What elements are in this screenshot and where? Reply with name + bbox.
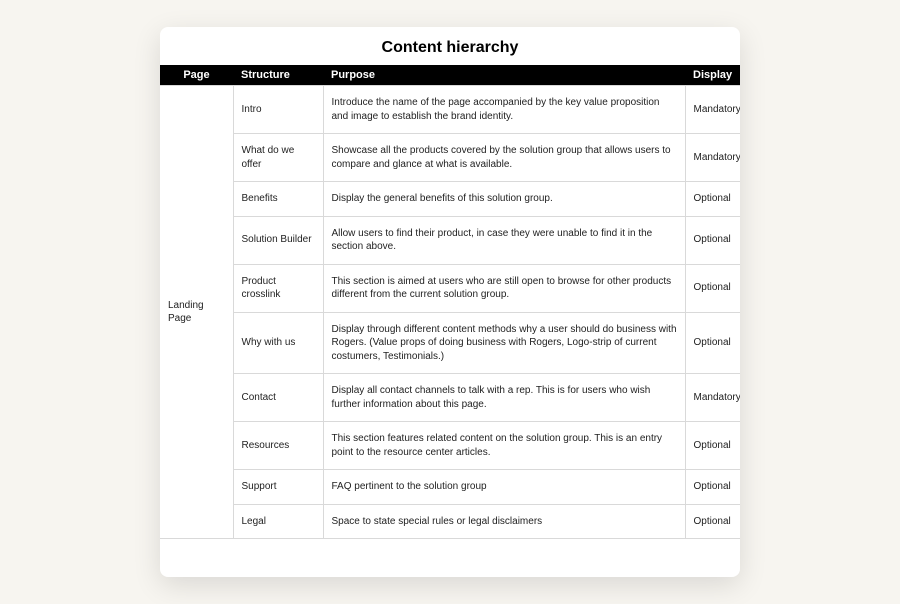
col-header-structure: Structure (233, 65, 323, 86)
table-row: Support FAQ pertinent to the solution gr… (160, 470, 740, 505)
purpose-cell: FAQ pertinent to the solution group (323, 470, 685, 505)
purpose-cell: Allow users to find their product, in ca… (323, 216, 685, 264)
page-cell: Landing Page (160, 86, 233, 539)
purpose-cell: Introduce the name of the page accompani… (323, 86, 685, 134)
display-cell: Optional (685, 422, 740, 470)
purpose-cell: Space to state special rules or legal di… (323, 504, 685, 539)
table-row: What do we offer Showcase all the produc… (160, 134, 740, 182)
table-row: Solution Builder Allow users to find the… (160, 216, 740, 264)
table-row: Resources This section features related … (160, 422, 740, 470)
display-cell: Optional (685, 504, 740, 539)
structure-cell: Benefits (233, 182, 323, 217)
structure-cell: What do we offer (233, 134, 323, 182)
structure-cell: Support (233, 470, 323, 505)
structure-cell: Intro (233, 86, 323, 134)
table-row: Benefits Display the general benefits of… (160, 182, 740, 217)
purpose-cell: Display through different content method… (323, 312, 685, 374)
display-cell: Optional (685, 470, 740, 505)
table-header-row: Page Structure Purpose Display (160, 65, 740, 86)
display-cell: Optional (685, 216, 740, 264)
purpose-cell: This section features related content on… (323, 422, 685, 470)
structure-cell: Solution Builder (233, 216, 323, 264)
content-hierarchy-table: Page Structure Purpose Display Landing P… (160, 65, 740, 539)
table-row: Landing Page Intro Introduce the name of… (160, 86, 740, 134)
structure-cell: Why with us (233, 312, 323, 374)
purpose-cell: Showcase all the products covered by the… (323, 134, 685, 182)
table-title: Content hierarchy (160, 35, 740, 65)
table-row: Legal Space to state special rules or le… (160, 504, 740, 539)
display-cell: Mandatory (685, 374, 740, 422)
structure-cell: Product crosslink (233, 264, 323, 312)
display-cell: Optional (685, 182, 740, 217)
table-row: Why with us Display through different co… (160, 312, 740, 374)
display-cell: Optional (685, 312, 740, 374)
table-row: Product crosslink This section is aimed … (160, 264, 740, 312)
purpose-cell: Display all contact channels to talk wit… (323, 374, 685, 422)
col-header-page: Page (160, 65, 233, 86)
display-cell: Optional (685, 264, 740, 312)
content-card: Content hierarchy Page Structure Purpose… (160, 27, 740, 577)
col-header-purpose: Purpose (323, 65, 685, 86)
structure-cell: Contact (233, 374, 323, 422)
structure-cell: Legal (233, 504, 323, 539)
structure-cell: Resources (233, 422, 323, 470)
table-row: Contact Display all contact channels to … (160, 374, 740, 422)
purpose-cell: This section is aimed at users who are s… (323, 264, 685, 312)
col-header-display: Display (685, 65, 740, 86)
display-cell: Mandatory (685, 134, 740, 182)
purpose-cell: Display the general benefits of this sol… (323, 182, 685, 217)
display-cell: Mandatory (685, 86, 740, 134)
